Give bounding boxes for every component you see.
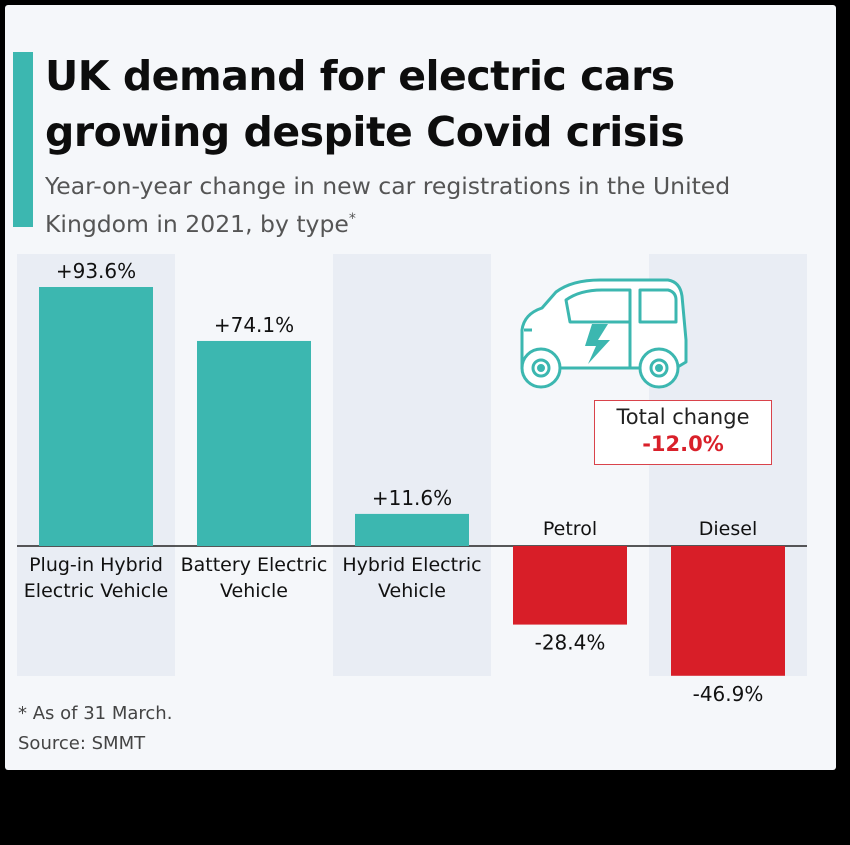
bar-4 <box>671 546 785 676</box>
total-change-label: Total change <box>616 405 750 429</box>
data-label-3: -28.4% <box>535 631 606 655</box>
data-label-0: +93.6% <box>56 259 136 283</box>
category-label-3: Petrol <box>543 518 597 540</box>
category-label-0: Electric Vehicle <box>24 580 168 602</box>
bar-2 <box>355 513 469 546</box>
category-label-1: Vehicle <box>220 580 288 602</box>
chart-title: UK demand for electric cars growing desp… <box>45 52 685 156</box>
title-accent-bar <box>13 52 33 227</box>
data-label-1: +74.1% <box>214 313 294 337</box>
category-label-4: Diesel <box>699 518 757 540</box>
category-label-0: Plug-in Hybrid <box>29 554 163 576</box>
category-label-1: Battery Electric <box>181 554 328 576</box>
data-label-2: +11.6% <box>372 486 452 510</box>
footnote: * As of 31 March. <box>18 703 173 724</box>
subtitle-text: Year-on-year change in new car registrat… <box>45 172 731 238</box>
electric-car-icon <box>520 278 688 389</box>
bar-3 <box>513 546 627 625</box>
subtitle-footnote-mark: * <box>348 211 356 227</box>
category-label-2: Vehicle <box>378 580 446 602</box>
chart-subtitle: Year-on-year change in new car registrat… <box>45 170 805 241</box>
column-band <box>333 254 491 676</box>
data-label-4: -46.9% <box>693 682 764 706</box>
total-change-box: Total change -12.0% <box>594 400 772 465</box>
category-label-2: Hybrid Electric <box>342 554 481 576</box>
source-note: Source: SMMT <box>18 733 146 754</box>
bar-0 <box>39 287 153 546</box>
total-change-value: -12.0% <box>642 432 724 456</box>
bar-1 <box>197 340 311 546</box>
